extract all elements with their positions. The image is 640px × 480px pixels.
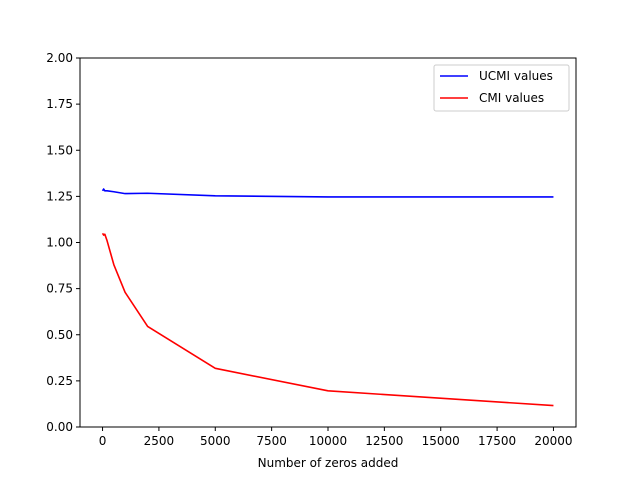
legend-label: CMI values [479, 91, 544, 105]
x-tick-label: 15000 [422, 434, 460, 448]
y-tick-label: 0.50 [46, 328, 73, 342]
series-line-1 [101, 188, 554, 198]
y-tick-label: 0.00 [46, 420, 73, 434]
legend: UCMI values CMI values [433, 64, 570, 112]
x-axis-label: Number of zeros added [258, 456, 399, 470]
x-tick-label: 12500 [365, 434, 403, 448]
y-axis: 0.00 0.25 0.50 0.75 1.00 1.25 1.50 1.75 2.00 [46, 51, 80, 434]
x-tick-label: 2500 [144, 434, 175, 448]
y-tick-label: 2.00 [46, 51, 73, 65]
legend-label: UCMI values [479, 69, 553, 83]
x-tick-label: 0 [99, 434, 107, 448]
x-tick-label: 7500 [256, 434, 287, 448]
series-layer [101, 188, 554, 407]
series-line-2 [101, 232, 554, 407]
x-tick-label: 20000 [534, 434, 572, 448]
y-tick-label: 0.75 [46, 282, 73, 296]
y-tick-label: 1.50 [46, 143, 73, 157]
plot-area [79, 57, 577, 428]
plot-frame [79, 57, 577, 428]
y-tick-label: 1.00 [46, 236, 73, 250]
x-axis: 0 2500 5000 7500 10000 12500 15000 17500 20000 [99, 427, 573, 448]
x-tick-label: 10000 [309, 434, 347, 448]
y-tick-label: 1.25 [46, 189, 73, 203]
x-tick-label: 5000 [200, 434, 231, 448]
x-tick-label: 17500 [478, 434, 516, 448]
y-tick-label: 0.25 [46, 374, 73, 388]
y-tick-label: 1.75 [46, 97, 73, 111]
